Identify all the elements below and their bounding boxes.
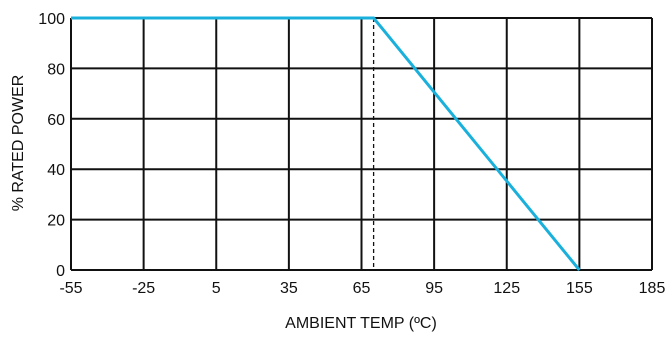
y-tick-label: 20 [47, 213, 65, 230]
x-tick-label: 5 [212, 280, 221, 297]
series-line [71, 16, 581, 271]
x-tick-label: -25 [132, 280, 155, 297]
y-tick-label: 100 [38, 11, 65, 28]
grid [70, 17, 653, 271]
tick-labels: -55 -25 5 35 65 95 125 155 185 0 20 40 60 80 100 [38, 11, 665, 297]
x-tick-label: 125 [493, 280, 520, 297]
x-axis-title: AMBIENT TEMP (ºC) [285, 315, 437, 332]
y-axis-title: % RATED POWER [10, 75, 27, 212]
x-tick-label: 65 [353, 280, 371, 297]
x-tick-label: -55 [59, 280, 82, 297]
x-tick-label: 185 [639, 280, 666, 297]
y-tick-label: 60 [47, 112, 65, 129]
x-tick-label: 155 [566, 280, 593, 297]
x-tick-label: 35 [280, 280, 298, 297]
y-tick-label: 80 [47, 61, 65, 78]
series-lines [71, 16, 581, 271]
y-tick-label: 40 [47, 162, 65, 179]
y-tick-label: 0 [56, 263, 65, 280]
x-tick-label: 95 [425, 280, 443, 297]
